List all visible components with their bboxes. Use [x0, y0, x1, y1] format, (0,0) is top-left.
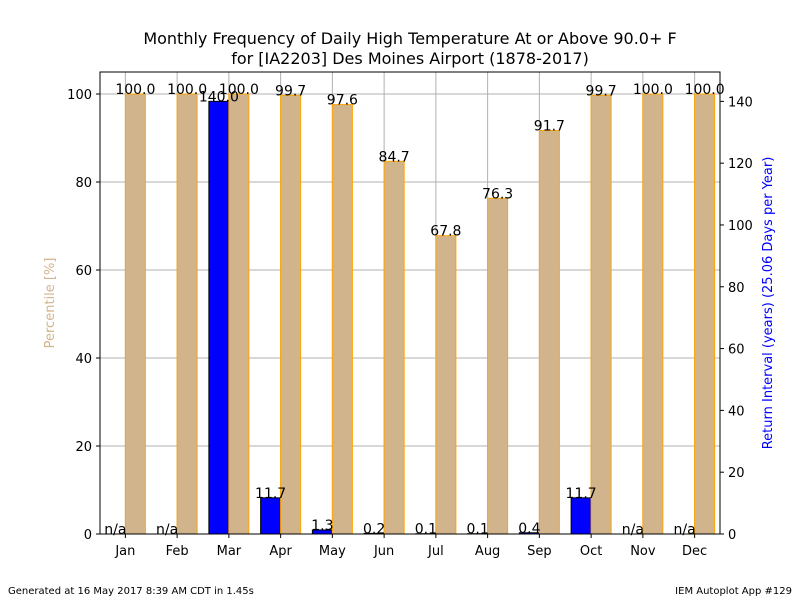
return-interval-label: n/a [156, 522, 178, 538]
percentile-label: 91.7 [534, 119, 565, 135]
percentile-bar [176, 93, 198, 535]
y-right-tick-label: 0 [728, 528, 736, 543]
return-interval-label: 11.7 [566, 486, 597, 502]
y-axis-label-left: Percentile [%] [43, 258, 58, 349]
chart-subtitle: for [IA2203] Des Moines Airport (1878-20… [231, 49, 589, 68]
percentile-label: 99.7 [586, 83, 617, 99]
percentile-bar [642, 93, 664, 535]
percentile-label: 100.0 [685, 82, 725, 98]
percentile-bar [487, 197, 509, 535]
percentile-label: 76.3 [482, 186, 513, 202]
return-interval-bar [208, 100, 230, 535]
x-tick-label: Dec [682, 544, 707, 559]
percentile-label: 99.7 [275, 83, 306, 99]
y-right-tick-label: 80 [728, 281, 745, 296]
y-right-tick-label: 100 [728, 219, 753, 234]
percentile-label: 100.0 [115, 82, 155, 98]
y-right-tick-label: 20 [728, 466, 745, 481]
percentile-bar [538, 130, 560, 535]
y-right-tick-label: 60 [728, 343, 745, 358]
plot-frame [99, 71, 721, 535]
y-left-tick-label: 80 [75, 176, 92, 191]
return-interval-bar [260, 497, 282, 535]
percentile-label: 67.8 [430, 224, 461, 240]
percentile-bar [228, 93, 250, 535]
y-right-tick-label: 40 [728, 404, 745, 419]
return-interval-label: n/a [104, 522, 126, 538]
return-interval-label: n/a [674, 522, 696, 538]
percentile-bar [435, 235, 457, 535]
percentile-label: 100.0 [219, 82, 259, 98]
return-interval-label: 11.7 [255, 486, 286, 502]
x-tick-label: Oct [580, 544, 602, 559]
x-tick-label: Feb [166, 544, 189, 559]
percentile-label: 100.0 [167, 82, 207, 98]
x-tick-label: Aug [475, 544, 500, 559]
y-right-tick-label: 140 [728, 95, 753, 110]
x-tick-label: Jan [114, 544, 135, 559]
x-tick-label: Nov [630, 544, 656, 559]
x-tick-label: May [319, 544, 346, 559]
label-layer: n/a100.0n/a100.0140.0100.011.799.71.397.… [104, 82, 724, 538]
y-left-tick-label: 20 [75, 440, 92, 455]
return-interval-label: 0.1 [415, 522, 437, 538]
footer-app-text: IEM Autoplot App #129 [675, 586, 792, 597]
y-left-tick-label: 100 [67, 88, 92, 103]
percentile-bar [280, 94, 302, 535]
percentile-bar [694, 93, 716, 535]
percentile-bar [331, 104, 353, 535]
return-interval-label: 1.3 [311, 518, 333, 534]
return-interval-label: 0.1 [466, 522, 488, 538]
footer-generated-text: Generated at 16 May 2017 8:39 AM CDT in … [8, 586, 254, 597]
y-axis-label-right: Return Interval (years) (25.06 Days per … [761, 157, 776, 450]
bar-layer [124, 93, 716, 535]
y-left-tick-label: 0 [84, 528, 92, 543]
x-tick-label: Sep [527, 544, 552, 559]
x-tick-label: Jul [427, 544, 444, 559]
percentile-label: 84.7 [379, 149, 410, 165]
return-interval-label: n/a [622, 522, 644, 538]
x-tick-label: Apr [269, 544, 292, 559]
return-interval-label: 0.4 [518, 521, 540, 537]
percentile-bar [124, 93, 146, 535]
percentile-label: 100.0 [633, 82, 673, 98]
return-interval-bar [570, 497, 592, 535]
x-tick-label: Mar [217, 544, 242, 559]
axis-layer: Jan Feb Mar Apr May Jun Jul Aug Sep Oct Nov Dec 0 20 4… [67, 88, 753, 559]
return-interval-label: 0.2 [363, 521, 385, 537]
percentile-label: 97.6 [327, 93, 358, 109]
y-right-tick-label: 120 [728, 157, 753, 172]
y-left-tick-label: 60 [75, 264, 92, 279]
return-interval-label: 140.0 [199, 89, 239, 105]
chart-title: Monthly Frequency of Daily High Temperat… [143, 29, 676, 48]
x-tick-label: Jun [373, 544, 394, 559]
y-left-tick-label: 40 [75, 352, 92, 367]
percentile-bar [383, 160, 405, 535]
percentile-bar [590, 94, 612, 535]
